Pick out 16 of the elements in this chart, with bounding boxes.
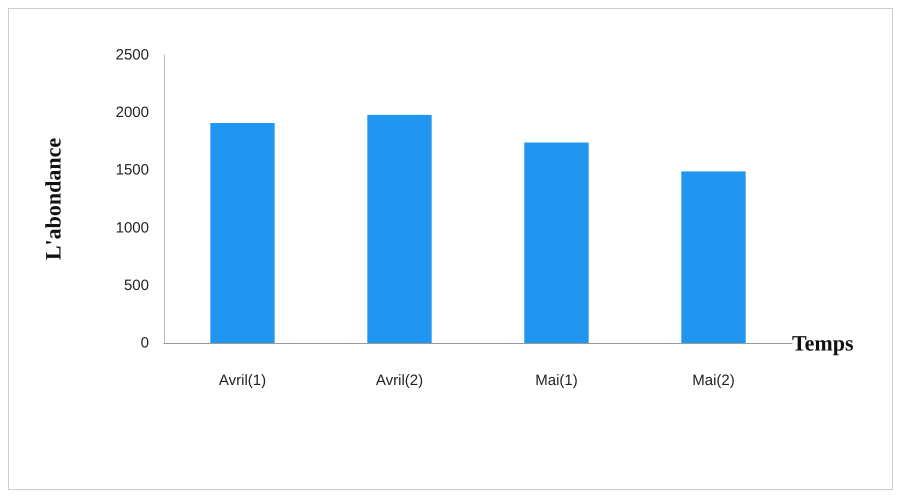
x-axis-title: Temps xyxy=(792,330,854,356)
y-tick-label: 0 xyxy=(140,334,149,352)
bar xyxy=(210,122,275,343)
y-tick-label: 500 xyxy=(124,276,149,294)
bar xyxy=(681,171,746,343)
y-tick-label: 1000 xyxy=(116,219,149,236)
y-axis-title: L'abondance xyxy=(40,138,66,260)
bar xyxy=(367,114,432,343)
x-tick-label: Mai(1) xyxy=(535,372,578,389)
y-tick-label: 2500 xyxy=(116,46,149,64)
x-tick-label: Avril(1) xyxy=(218,372,266,389)
bar xyxy=(524,142,589,343)
y-tick-label: 2000 xyxy=(116,104,149,122)
y-tick-label: 1500 xyxy=(116,162,149,179)
x-tick-label: Avril(2) xyxy=(376,372,424,389)
x-tick-label: Mai(2) xyxy=(692,372,735,389)
